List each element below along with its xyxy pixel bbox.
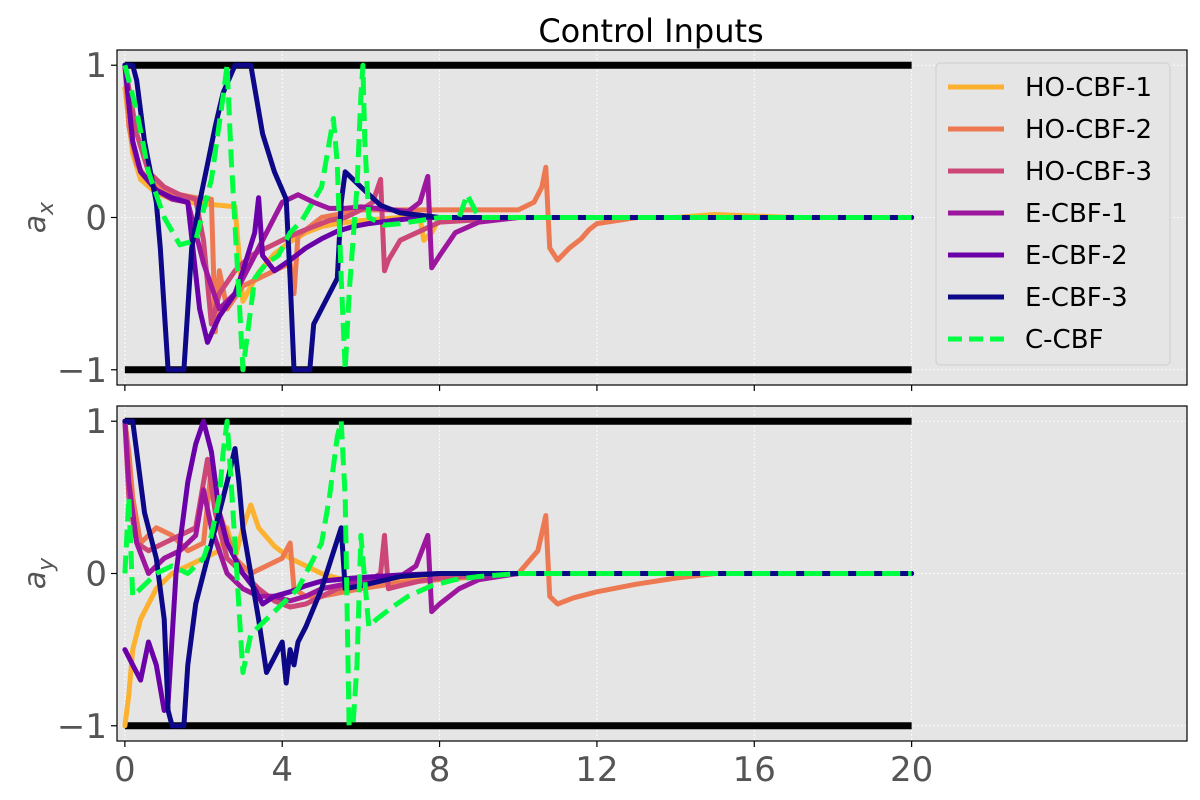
series-line-e-cbf-1: [122, 418, 915, 615]
series-line-c-cbf: [122, 62, 912, 373]
legend-label: E-CBF-3: [1025, 283, 1128, 313]
series-line-ho-cbf-3: [122, 418, 915, 610]
y-tick-label: −1: [57, 351, 107, 391]
ax-panel: 1 0 −1 ax HO-CBF-1 HO-CBF-2 HO-CBF-3 E-CBF-1 E-C…: [18, 46, 1188, 391]
y-tick-label: 1: [85, 46, 107, 86]
x-tick-label: 0: [114, 750, 136, 790]
y-tick-label: 1: [85, 402, 107, 442]
legend-label: HO-CBF-1: [1025, 73, 1152, 103]
y-axis-label: ay: [18, 557, 59, 589]
legend-label: HO-CBF-2: [1025, 115, 1152, 145]
legend-label: E-CBF-2: [1025, 241, 1128, 271]
series-line-e-cbf-3: [122, 62, 915, 373]
x-tick-label: 20: [890, 750, 933, 790]
y-axis-label: ax: [18, 201, 59, 233]
legend-label: E-CBF-1: [1025, 199, 1128, 229]
y-tick-label: 0: [85, 199, 107, 239]
legend-label: C-CBF: [1025, 325, 1103, 355]
legend-box: [935, 62, 1171, 366]
x-tick-label: 16: [733, 750, 776, 790]
y-tick-label: −1: [57, 707, 107, 747]
y-tick-label: 0: [85, 555, 107, 595]
y-axis-label-sub: y: [34, 557, 59, 572]
y-axis-label-main: a: [18, 215, 53, 233]
series-line-e-cbf-2: [122, 62, 915, 345]
y-axis-label-sub: x: [34, 201, 59, 216]
figure-title: Control Inputs: [538, 12, 763, 50]
series-line-c-cbf: [122, 418, 912, 729]
series-group: [122, 418, 915, 729]
y-axis-label-main: a: [18, 571, 53, 589]
x-tick-label: 4: [271, 750, 293, 790]
series-group: [122, 62, 915, 373]
legend-label: HO-CBF-3: [1025, 157, 1152, 187]
x-tick-label: 8: [429, 750, 451, 790]
x-tick-label: 12: [575, 750, 618, 790]
